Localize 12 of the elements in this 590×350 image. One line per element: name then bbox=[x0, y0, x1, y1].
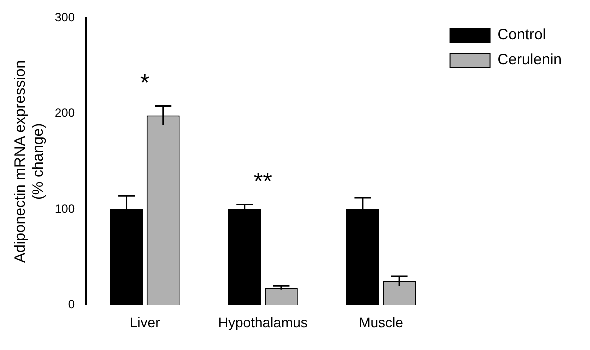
y-tick-label: 100 bbox=[54, 202, 76, 216]
annotation: ** bbox=[254, 168, 272, 196]
y-axis-title: Adiponectin mRNA expression (% change) bbox=[12, 60, 48, 264]
legend-label: Cerulenin bbox=[498, 52, 562, 69]
y-tick-label: 0 bbox=[68, 298, 76, 312]
x-tick-label: Muscle bbox=[359, 314, 404, 330]
y-tick-label: 300 bbox=[54, 10, 76, 25]
x-tick-label: Hypothalamus bbox=[218, 314, 308, 330]
legend-label: Control bbox=[498, 26, 546, 44]
y-tick-label: 200 bbox=[54, 106, 76, 120]
annotation: * bbox=[140, 70, 150, 97]
x-tick-label: Liver bbox=[130, 314, 161, 330]
